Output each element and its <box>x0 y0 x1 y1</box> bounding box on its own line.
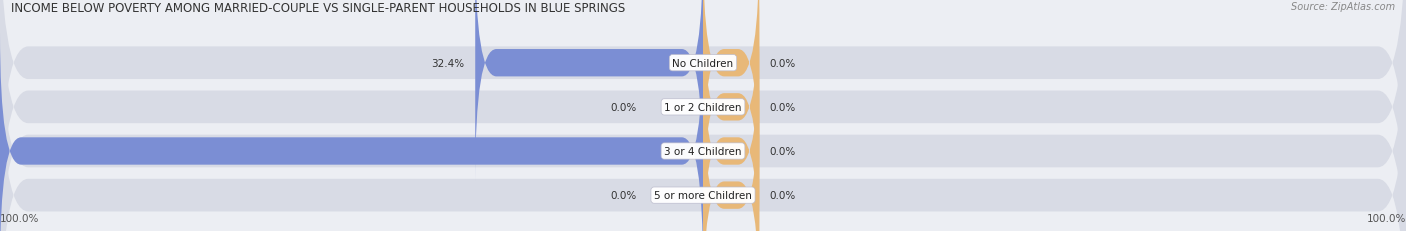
Text: 100.0%: 100.0% <box>0 213 39 223</box>
Text: 0.0%: 0.0% <box>770 58 796 68</box>
Text: 1 or 2 Children: 1 or 2 Children <box>664 102 742 112</box>
FancyBboxPatch shape <box>703 33 759 231</box>
FancyBboxPatch shape <box>0 33 703 231</box>
Text: 0.0%: 0.0% <box>610 102 637 112</box>
Text: 0.0%: 0.0% <box>610 190 637 200</box>
FancyBboxPatch shape <box>0 36 1406 231</box>
FancyBboxPatch shape <box>0 0 1406 223</box>
Text: 100.0%: 100.0% <box>1367 213 1406 223</box>
Text: 3 or 4 Children: 3 or 4 Children <box>664 146 742 156</box>
FancyBboxPatch shape <box>475 0 703 182</box>
Text: No Children: No Children <box>672 58 734 68</box>
FancyBboxPatch shape <box>703 77 759 231</box>
FancyBboxPatch shape <box>703 0 759 182</box>
FancyBboxPatch shape <box>703 0 759 226</box>
Text: 0.0%: 0.0% <box>770 190 796 200</box>
Text: 0.0%: 0.0% <box>770 102 796 112</box>
Text: 0.0%: 0.0% <box>770 146 796 156</box>
Text: INCOME BELOW POVERTY AMONG MARRIED-COUPLE VS SINGLE-PARENT HOUSEHOLDS IN BLUE SP: INCOME BELOW POVERTY AMONG MARRIED-COUPL… <box>11 2 626 15</box>
Text: Source: ZipAtlas.com: Source: ZipAtlas.com <box>1291 2 1395 12</box>
Text: 32.4%: 32.4% <box>432 58 464 68</box>
Text: 5 or more Children: 5 or more Children <box>654 190 752 200</box>
